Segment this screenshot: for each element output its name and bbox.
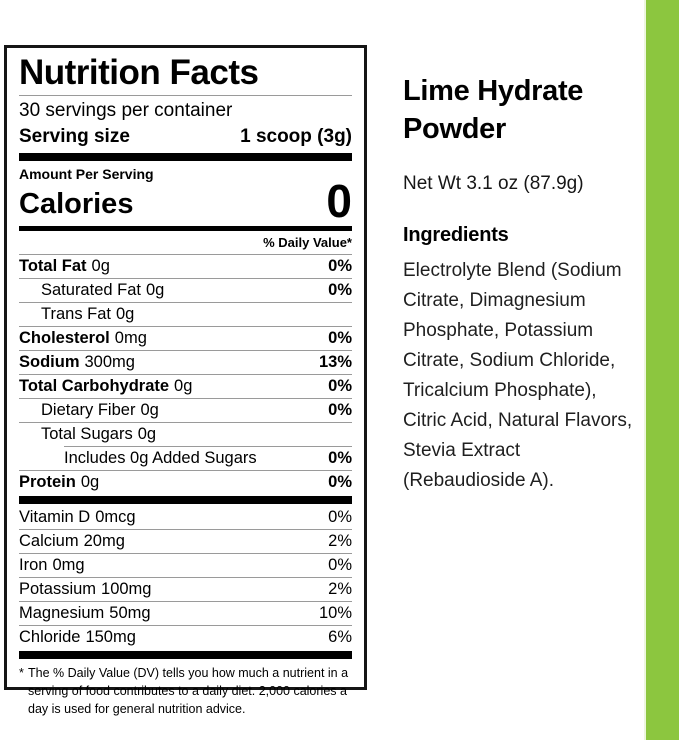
micronutrient-section: Vitamin D 0mcg 0% Calcium 20mg 2% Iron 0mg … [19,506,352,649]
footnote-asterisk: * [19,666,24,680]
thick-divider [19,496,352,504]
green-accent-stripe [644,0,679,740]
nutrient-row-protein: Protein 0g 0% [19,470,352,494]
serving-size-row: Serving size 1 scoop (3g) [19,124,352,153]
ingredients-text: Electrolyte Blend (Sodium Citrate, Dimag… [403,260,633,491]
serving-size-value: 1 scoop (3g) [240,126,352,147]
calories-row: Calories 0 [19,175,352,227]
calories-value: 0 [326,175,352,227]
nutrient-row-total-carbohydrate: Total Carbohydrate 0g 0% [19,374,352,398]
nutrient-row-calcium: Calcium 20mg 2% [19,529,352,553]
nutrient-row-total-sugars: Total Sugars 0g [19,422,352,446]
nutrient-row-sodium: Sodium 300mg 13% [19,350,352,374]
nutrient-row-potassium: Potassium 100mg 2% [19,577,352,601]
amount-per-serving-label: Amount Per Serving [19,166,154,182]
macronutrient-section: Total Fat 0g 0% Saturated Fat 0g 0% Trans … [19,254,352,494]
product-title: Lime Hydrate Powder [403,75,584,145]
nutrient-row-trans-fat: Trans Fat 0g [19,302,352,326]
ingredients-heading: Ingredients [403,224,509,246]
medium-divider [19,226,352,231]
nutrient-row-vitamin-d: Vitamin D 0mcg 0% [19,508,352,526]
thick-divider [19,651,352,659]
nutrition-facts-title: Nutrition Facts [19,53,259,92]
calories-label: Calories [19,188,134,220]
product-panel: Lime Hydrate Powder Net Wt 3.1 oz (87.9g… [403,72,643,496]
servings-per-container: 30 servings per container [19,100,233,121]
serving-size-label: Serving size [19,126,130,147]
net-weight: Net Wt 3.1 oz (87.9g) [403,173,584,194]
footnote: * The % Daily Value (DV) tells you how m… [19,664,352,718]
indented-divider [64,446,352,447]
nutrient-row-dietary-fiber: Dietary Fiber 0g 0% [19,398,352,422]
nutrient-row-magnesium: Magnesium 50mg 10% [19,601,352,625]
divider [19,95,352,96]
nutrient-row-cholesterol: Cholesterol 0mg 0% [19,326,352,350]
nutrient-row-chloride: Chloride 150mg 6% [19,625,352,649]
nutrient-row-total-fat: Total Fat 0g 0% [19,254,352,278]
nutrition-facts-panel: Nutrition Facts 30 servings per containe… [4,45,367,716]
nutrient-row-iron: Iron 0mg 0% [19,553,352,577]
nutrient-row-saturated-fat: Saturated Fat 0g 0% [19,278,352,302]
daily-value-header: % Daily Value* [263,235,352,250]
thick-divider [19,153,352,161]
footnote-text: The % Daily Value (DV) tells you how muc… [28,666,349,716]
nutrient-row-added-sugars: Includes 0g Added Sugars 0% [64,449,352,467]
